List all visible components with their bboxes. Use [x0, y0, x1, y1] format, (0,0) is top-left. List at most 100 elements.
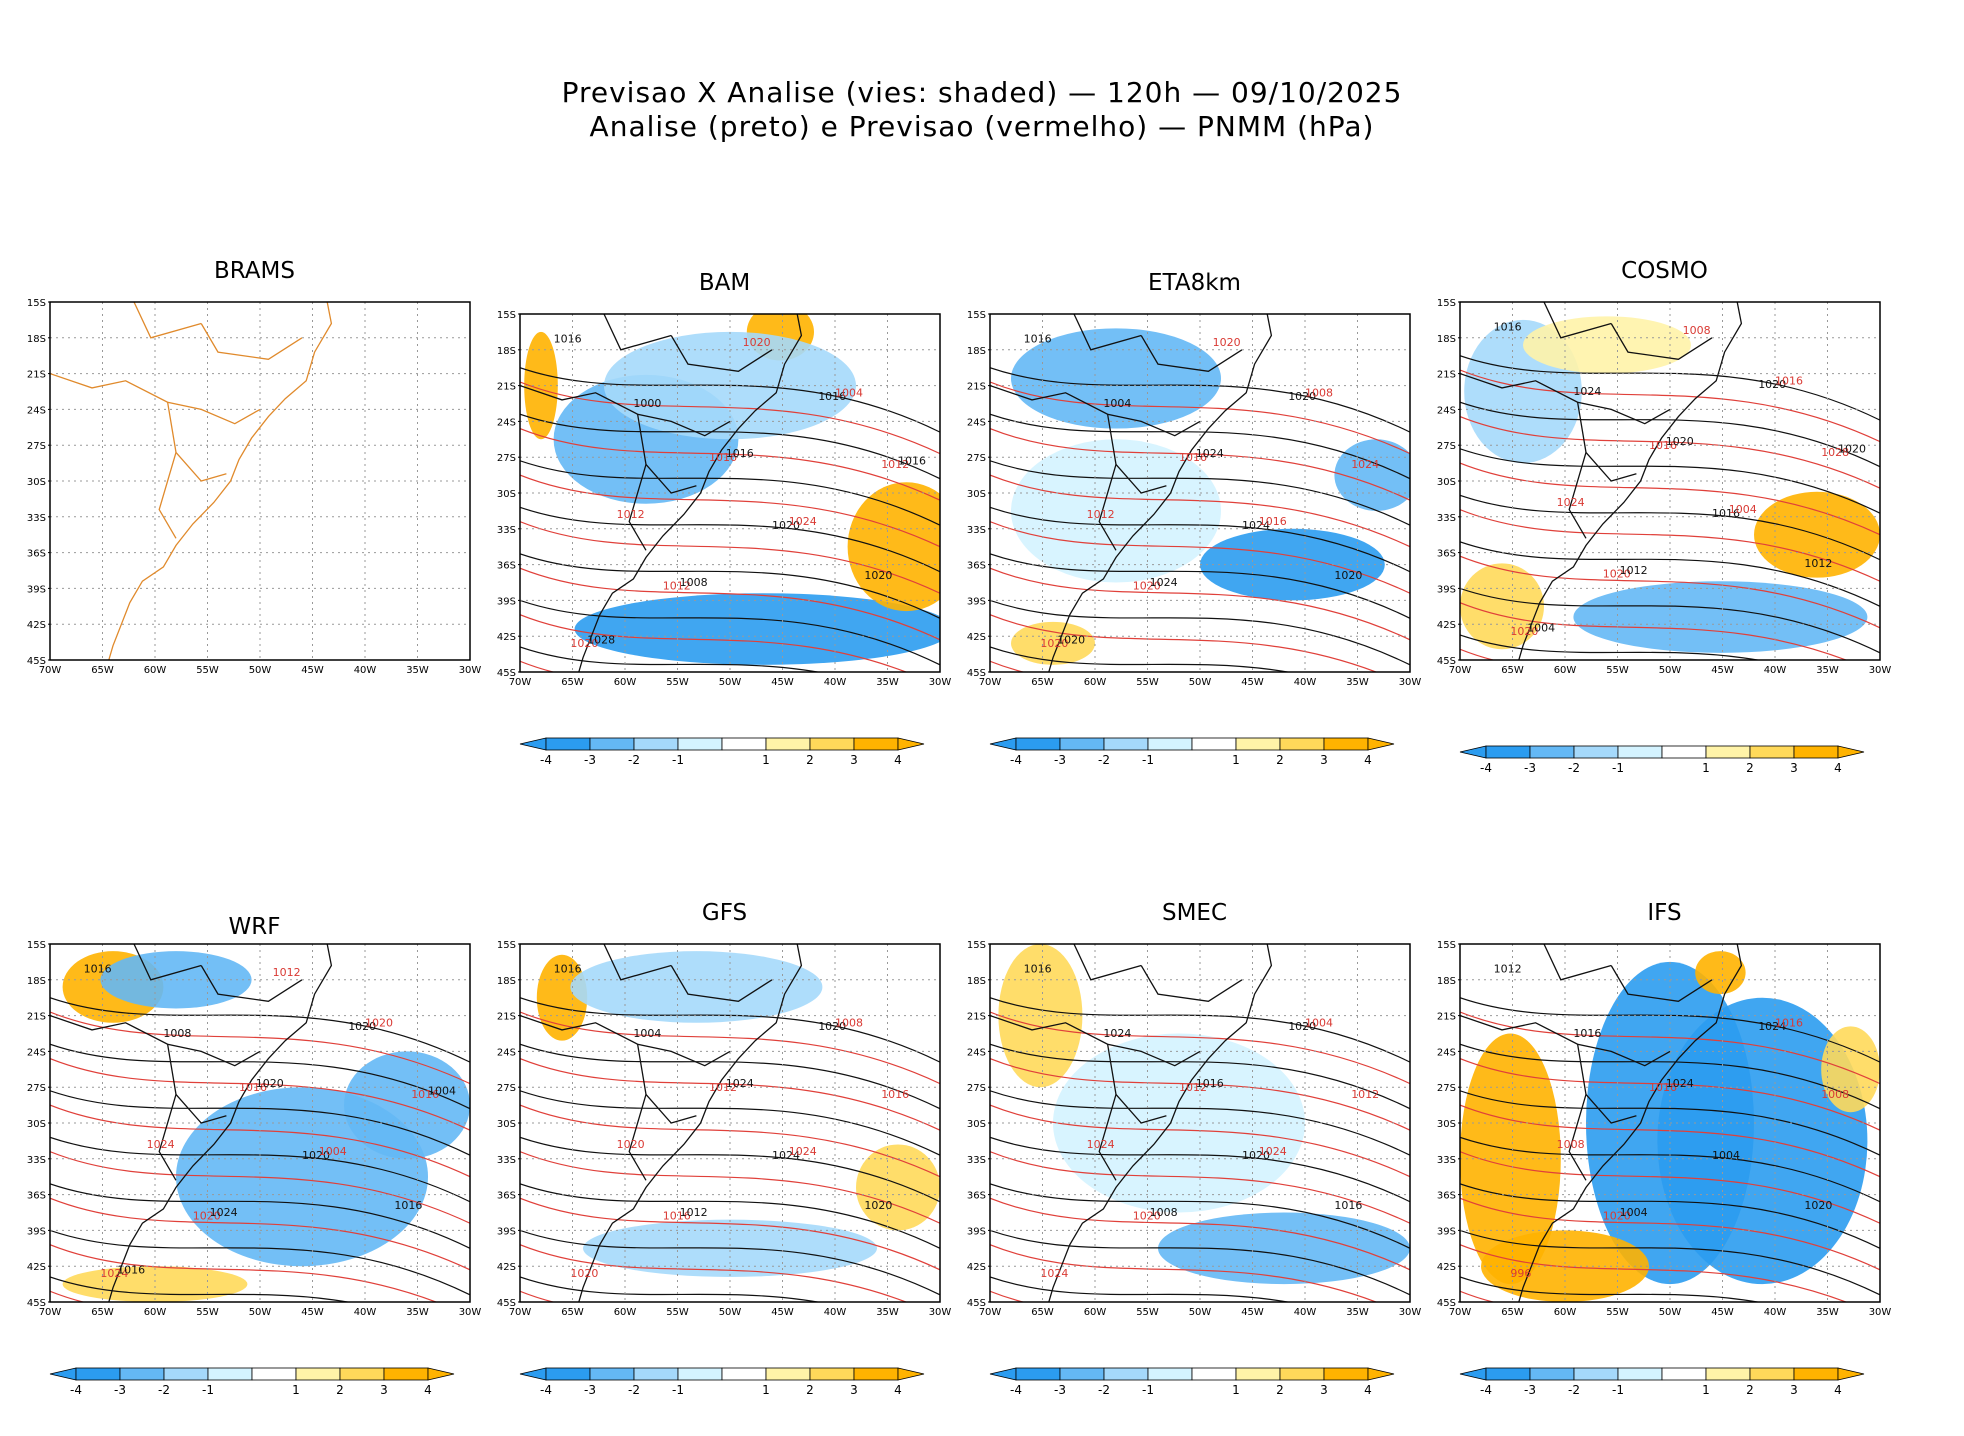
colorbar-swatch: [75, 1367, 121, 1381]
lat-tick-label: 36S: [967, 1191, 986, 1202]
colorbar-swatch: [1485, 745, 1531, 759]
lat-tick-label: 18S: [497, 976, 516, 987]
bias-shading: [1460, 563, 1544, 650]
figure-title: Previsao X Analise (vies: shaded) — 120h…: [0, 76, 1964, 144]
lon-tick-label: 35W: [406, 665, 429, 676]
isobar-label: 1004: [428, 1084, 456, 1097]
lat-tick-label: 15S: [1437, 298, 1456, 309]
forecast-isobar: [520, 567, 940, 641]
colorbar-swatch: [721, 1367, 767, 1381]
country-border: [603, 944, 672, 981]
colorbar-label: -3: [1054, 753, 1066, 767]
colorbar-label: 2: [1276, 753, 1284, 767]
colorbar-label: 4: [1364, 753, 1372, 767]
isobar-label: 1024: [1351, 458, 1379, 471]
colorbar-swatch: [765, 1367, 811, 1381]
analysis-isobar: [990, 460, 1410, 526]
bias-shading: [570, 951, 823, 1023]
analysis-isobar: [520, 646, 821, 672]
analysis-isobar: [520, 413, 940, 480]
analysis-isobar: [520, 553, 940, 619]
lat-tick-label: 42S: [497, 1262, 516, 1273]
bias-shading: [998, 944, 1083, 1088]
isobar-label: 1012: [1620, 564, 1648, 577]
colorbar-swatch: [1103, 737, 1149, 751]
lon-tick-label: 30W: [929, 677, 952, 688]
forecast-isobar: [1460, 509, 1880, 582]
forecast-isobar: [990, 1151, 1410, 1224]
isobar-label: 1020: [1838, 442, 1866, 455]
country-border: [990, 1014, 1201, 1067]
panel-bam: BAM 1016 1016 1020 1012 1016 1012 1020 1020 1016…: [482, 270, 952, 690]
country-border: [1073, 944, 1142, 981]
isobar-label: 1012: [680, 1206, 708, 1219]
colorbar-swatch: [1147, 737, 1193, 751]
isobar-label: 1016: [1024, 333, 1052, 346]
country-border: [520, 1014, 731, 1067]
analysis-isobar: [990, 1090, 1410, 1156]
lon-tick-label: 40W: [354, 1307, 377, 1318]
colorbar-swatch: [1191, 1367, 1237, 1381]
bias-shading: [1158, 1212, 1410, 1285]
lat-tick-label: 21S: [27, 370, 46, 381]
lat-tick-label: 30S: [967, 1119, 986, 1130]
isobar-label: 1024: [1196, 447, 1224, 460]
lat-tick-label: 15S: [27, 298, 46, 309]
isobar-label: 1028: [1821, 446, 1849, 459]
isobar-label: 1016: [881, 1088, 909, 1101]
colorbar-smec: -4 -3 -2 -1 1 2 3 4: [989, 1367, 1395, 1397]
colorbar-swatch: [1015, 737, 1061, 751]
forecast-isobar: [1460, 1104, 1880, 1178]
isobar-label: 1020: [1133, 1210, 1161, 1223]
isobar-label: 1016: [554, 963, 582, 976]
colorbar-swatch: [853, 1367, 899, 1381]
colorbar-label: 4: [1834, 1383, 1842, 1397]
lon-tick-label: 65W: [561, 1307, 584, 1318]
panel-title: BRAMS: [213, 258, 295, 284]
coastline: [1048, 314, 1273, 672]
colorbar-swatch: [1279, 737, 1325, 751]
isobar-label: 1016: [1334, 1199, 1362, 1212]
country-border: [1543, 944, 1612, 981]
country-border: [603, 314, 672, 351]
colorbar-swatch: [809, 737, 855, 751]
isobar-label: 1020: [1242, 1149, 1270, 1162]
colorbar-left-arrow: [1459, 745, 1487, 759]
isobar-label: 1008: [680, 576, 708, 589]
colorbar-label: -2: [1098, 1383, 1110, 1397]
lat-tick-label: 18S: [27, 334, 46, 345]
bias-shading: [536, 954, 588, 1041]
colorbar-label: 1: [762, 1383, 770, 1397]
lat-tick-label: 18S: [497, 346, 516, 357]
lat-tick-label: 42S: [967, 632, 986, 643]
analysis-isobar: [520, 460, 940, 526]
forecast-isobar: [1460, 555, 1880, 629]
lat-tick-label: 30S: [27, 1119, 46, 1130]
isobar-label: 1024: [147, 1138, 175, 1151]
lon-tick-label: 70W: [1449, 1307, 1472, 1318]
lat-tick-label: 18S: [1437, 334, 1456, 345]
lon-tick-label: 40W: [824, 677, 847, 688]
colorbar-label: 3: [380, 1383, 388, 1397]
analysis-isobar: [1460, 1090, 1880, 1156]
lat-tick-label: 21S: [27, 1012, 46, 1023]
lon-tick-label: 45W: [1241, 677, 1264, 688]
lat-tick-label: 36S: [497, 561, 516, 572]
map-cosmo: 1016101610121020102010241016102010201028…: [1437, 298, 1891, 676]
colorbar-label: -3: [1524, 1383, 1536, 1397]
lon-tick-label: 70W: [1449, 665, 1472, 676]
colorbar-swatch: [1529, 1367, 1575, 1381]
isobar-label: 1024: [1573, 385, 1601, 398]
country-border: [1610, 323, 1713, 360]
colorbar-label: 4: [1834, 761, 1842, 775]
lon-tick-label: 65W: [561, 677, 584, 688]
colorbar-label: -2: [1098, 753, 1110, 767]
analysis-isobar: [1460, 997, 1880, 1063]
lat-tick-label: 24S: [1437, 405, 1456, 416]
bias-shading: [1695, 951, 1746, 995]
forecast-isobar: [1460, 462, 1880, 536]
lon-tick-label: 30W: [459, 1307, 482, 1318]
forecast-isobar: [990, 474, 1410, 548]
country-border: [133, 944, 202, 981]
lat-tick-label: 33S: [27, 513, 46, 524]
